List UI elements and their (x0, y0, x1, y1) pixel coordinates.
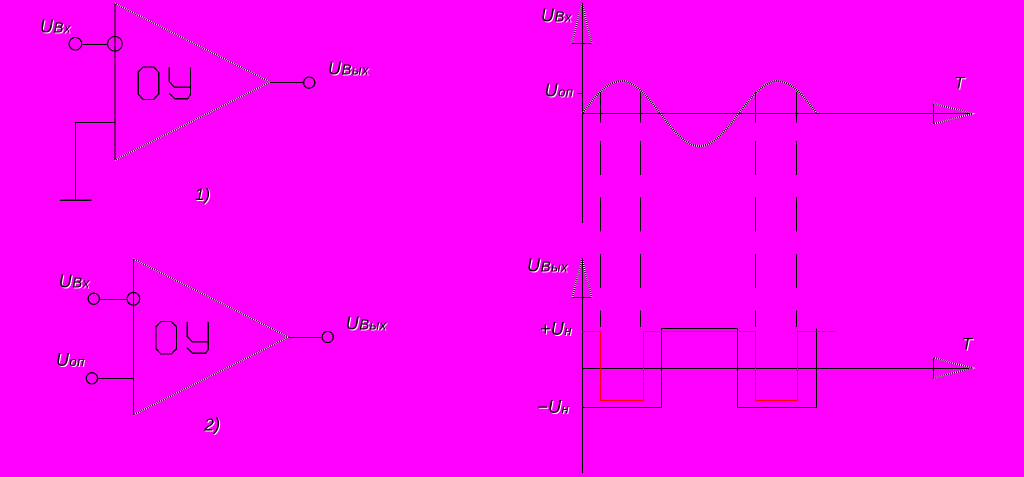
svg-text:T: T (962, 335, 974, 353)
svg-text:UВх: UВх (541, 5, 572, 25)
svg-text:UВх: UВх (41, 17, 72, 37)
svg-text:UВх: UВх (60, 273, 91, 293)
svg-text:2): 2) (204, 416, 222, 436)
svg-text:2): 2) (203, 415, 221, 435)
svg-text:UВх: UВх (542, 6, 573, 26)
svg-text:−Uн: −Uн (538, 398, 570, 418)
svg-text:Uоп: Uоп (545, 81, 574, 101)
svg-text:+Uн: +Uн (540, 319, 572, 339)
svg-text:+Uн: +Uн (541, 320, 573, 340)
svg-text:1): 1) (195, 186, 211, 204)
svg-text:Uоп: Uоп (57, 351, 86, 371)
svg-text:UВых: UВых (347, 315, 388, 335)
svg-text:T: T (963, 336, 975, 354)
svg-text:1): 1) (196, 187, 212, 205)
svg-text:UВых: UВых (527, 256, 568, 276)
svg-text:Uоп: Uоп (56, 350, 85, 370)
svg-text:UВых: UВых (528, 257, 569, 277)
svg-text:UВх: UВх (59, 272, 90, 292)
svg-text:UВых: UВых (329, 59, 370, 79)
svg-text:T: T (955, 76, 967, 94)
svg-text:T: T (954, 75, 966, 93)
svg-text:Uоп: Uоп (546, 82, 575, 102)
svg-text:UВых: UВых (328, 58, 369, 78)
svg-text:UВых: UВых (346, 314, 387, 334)
svg-text:−Uн: −Uн (537, 397, 569, 417)
svg-text:UВх: UВх (40, 16, 71, 36)
